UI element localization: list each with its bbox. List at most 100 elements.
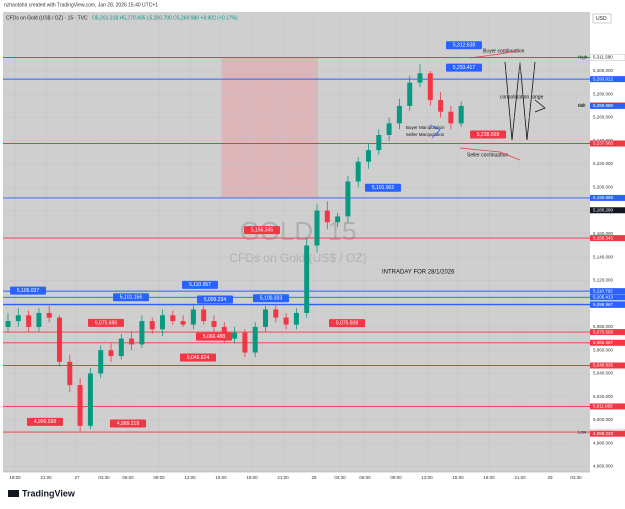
callout-box	[329, 319, 365, 328]
candle-body	[77, 385, 83, 426]
axis-tag	[590, 102, 625, 109]
y-tick-label: 5,000.000	[593, 417, 614, 422]
axis-tag-label: 5,311.580	[593, 55, 613, 60]
candle-body	[5, 321, 11, 327]
level-axis-label: 5,110.762	[593, 288, 613, 293]
level-axis-tag	[590, 329, 625, 336]
candle-body	[427, 73, 433, 101]
y-tick-label: 5,020.000	[593, 394, 614, 399]
y-tick-label: 4,960.000	[593, 464, 614, 469]
level-axis-tag	[590, 235, 625, 242]
candle-body	[263, 309, 268, 327]
candle-body	[15, 315, 21, 322]
level-axis-tag	[590, 194, 625, 201]
x-tick-label: 18:00	[246, 475, 258, 480]
axis-tag	[590, 430, 625, 437]
x-tick-label: 29	[547, 475, 553, 480]
axis-tag-name: Bid	[578, 103, 585, 108]
candle-body	[314, 210, 320, 246]
candle-body	[98, 350, 104, 374]
candle-body	[26, 315, 32, 327]
level-axis-tag	[590, 403, 625, 410]
candle-body	[67, 361, 73, 386]
symbol: CFDs on Gold (US$ / OZ) · 15 · TVC	[6, 15, 88, 21]
callout-box	[446, 41, 482, 50]
candle-body	[201, 309, 207, 322]
candle-body	[438, 100, 444, 112]
callout-label: 5,106.037	[17, 288, 39, 294]
candle-body	[160, 315, 165, 330]
level-axis-tag	[590, 140, 625, 147]
candle-body	[417, 73, 423, 83]
candle-body	[304, 245, 310, 313]
level-axis-label: 5,066.367	[593, 340, 614, 345]
callout-box	[180, 353, 216, 362]
callout-box	[253, 294, 289, 303]
y-tick-label: 5,300.000	[593, 68, 614, 73]
x-tick-label: 09:00	[390, 475, 402, 480]
y-tick-label: 5,060.000	[593, 347, 614, 352]
callout-box	[27, 417, 63, 426]
callout-box	[196, 332, 232, 341]
level-axis-label: 5,046.835	[593, 363, 614, 368]
candle-body	[170, 315, 176, 322]
callout-label: 5,075.508	[336, 320, 358, 326]
axis-tag-name: Ask	[578, 103, 586, 108]
logo	[8, 490, 19, 497]
candle-body	[180, 321, 186, 325]
candle-body	[407, 82, 413, 106]
x-tick-label: 18:00	[483, 475, 495, 480]
candle-body	[190, 309, 196, 325]
annotation: Buyer continuation	[483, 48, 525, 54]
callout-label: 5,191.902	[372, 185, 394, 191]
callout-label: 5,293.417	[453, 65, 475, 71]
callout-box	[244, 226, 280, 235]
callout-label: 5,099.234	[204, 297, 226, 303]
y-tick-label: 5,080.000	[593, 324, 614, 329]
x-tick-label: 27	[74, 475, 80, 480]
x-tick-label: 21:00	[277, 475, 289, 480]
y-tick-label: 5,140.000	[593, 254, 614, 259]
y-tick-label: 5,240.000	[593, 138, 614, 143]
footer: TradingView	[8, 488, 76, 498]
callout-label: 5,110.957	[189, 282, 211, 288]
candle-body	[386, 123, 392, 135]
level-axis-label: 5,190.896	[593, 195, 614, 200]
candle-body	[252, 326, 258, 353]
candle-body	[242, 332, 248, 353]
candle-body	[108, 350, 114, 356]
x-tick-label: 03:30	[334, 475, 346, 480]
annotation: Seller continuation	[467, 152, 508, 158]
axis-tag-label: 4,988.220	[593, 431, 614, 436]
x-tick-label: 03:30	[570, 475, 582, 480]
candle-body	[335, 216, 341, 223]
level-axis-label: 5,293.012	[593, 76, 614, 81]
axis-tag-name: High	[578, 55, 588, 60]
y-tick-label: 5,120.000	[593, 278, 614, 283]
candle-body	[57, 317, 62, 362]
y-tick-label: 5,160.000	[593, 231, 614, 236]
callout-box	[110, 419, 146, 428]
callout-label: 5,046.824	[187, 355, 209, 361]
annotation: Buyer Manipulation	[406, 125, 445, 130]
y-tick-label: 5,260.000	[593, 115, 614, 120]
callout-label: 5,312.638	[453, 43, 475, 49]
zone	[222, 58, 318, 198]
level-axis-label: 5,105.413	[593, 295, 614, 300]
callout-label: 5,100.333	[260, 296, 282, 302]
callout-box	[446, 63, 482, 72]
x-tick-label: 06:00	[122, 475, 134, 480]
candle-body	[458, 105, 464, 124]
candle-body	[118, 338, 124, 356]
axis-tag-name: Low	[578, 429, 587, 434]
candle-body	[87, 373, 93, 426]
candle-body	[232, 332, 238, 339]
annotation: INTRADAY FOR 28/1/2026	[382, 270, 455, 276]
candle-body	[129, 338, 135, 345]
candle-body	[46, 312, 52, 318]
y-tick-label: 5,200.000	[593, 185, 614, 190]
x-tick-label: 21:00	[514, 475, 526, 480]
candle-body	[139, 321, 145, 345]
x-tick-label: 28	[311, 475, 317, 480]
callout-label: 4,989.219	[117, 421, 139, 427]
